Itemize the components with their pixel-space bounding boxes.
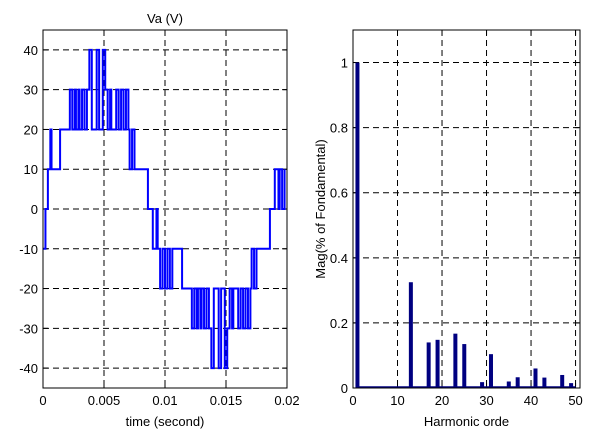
y-tick-label: -10	[19, 242, 38, 257]
harmonic-bar	[355, 62, 360, 388]
y-tick-label: -30	[19, 321, 38, 336]
y-tick-label: 0	[341, 381, 348, 396]
y-tick-label: 0.8	[330, 121, 348, 136]
x-tick-label: 0.005	[88, 393, 121, 408]
x-axis-label: Harmonic orde	[424, 414, 509, 429]
y-axis-label: Mag(% of Fondamental)	[313, 139, 328, 278]
harmonic-bar	[480, 382, 485, 388]
y-tick-label: 0.4	[330, 251, 348, 266]
harmonic-bar	[462, 344, 467, 388]
harmonic-bar	[533, 368, 538, 388]
harmonic-bar	[569, 383, 574, 388]
waveform-chart: 0 0.005 0.01 0.015 0.02 -40 -30 -20 -10 0 10 20 30 40…	[19, 11, 299, 429]
harmonic-bar	[453, 333, 458, 388]
y-tick-label: 1	[341, 56, 348, 71]
plot-frame	[42, 29, 288, 389]
x-tick-label: 20	[435, 393, 449, 408]
plot-frame	[352, 29, 581, 389]
waveform-line	[43, 48, 286, 370]
harmonic-bar	[426, 342, 431, 388]
x-tick-label: 0	[349, 393, 356, 408]
x-tick-label: 0.015	[210, 393, 243, 408]
x-tick-label: 50	[568, 393, 582, 408]
harmonic-bar	[435, 339, 440, 388]
harmonic-spectrum-chart: 0 10 20 30 40 50 0 0.2 0.4 0.6 0.8 1 Harmonic orde Ma…	[313, 29, 583, 429]
y-tick-label: -40	[19, 361, 38, 376]
harmonic-bar	[488, 354, 493, 388]
harmonic-bar	[506, 381, 511, 388]
x-axis-label: time (second)	[126, 414, 205, 429]
y-tick-label: 10	[24, 162, 38, 177]
x-tick-label: 0.02	[274, 393, 299, 408]
x-tick-label: 0.01	[152, 393, 177, 408]
y-tick-label: 0.2	[330, 316, 348, 331]
y-tick-label: 40	[24, 43, 38, 58]
x-tick-label: 10	[390, 393, 404, 408]
y-tick-label: -20	[19, 282, 38, 297]
harmonic-bar	[408, 282, 413, 388]
y-tick-label: 0	[31, 202, 38, 217]
harmonic-bar	[560, 374, 565, 388]
y-tick-label: 20	[24, 122, 38, 137]
y-tick-label: 0.6	[330, 186, 348, 201]
x-tick-label: 0	[39, 393, 46, 408]
y-tick-label: 30	[24, 83, 38, 98]
x-tick-label: 40	[524, 393, 538, 408]
harmonic-bar	[542, 377, 547, 388]
x-tick-label: 30	[479, 393, 493, 408]
harmonic-bar	[515, 377, 520, 388]
chart-title: Va (V)	[147, 11, 183, 26]
